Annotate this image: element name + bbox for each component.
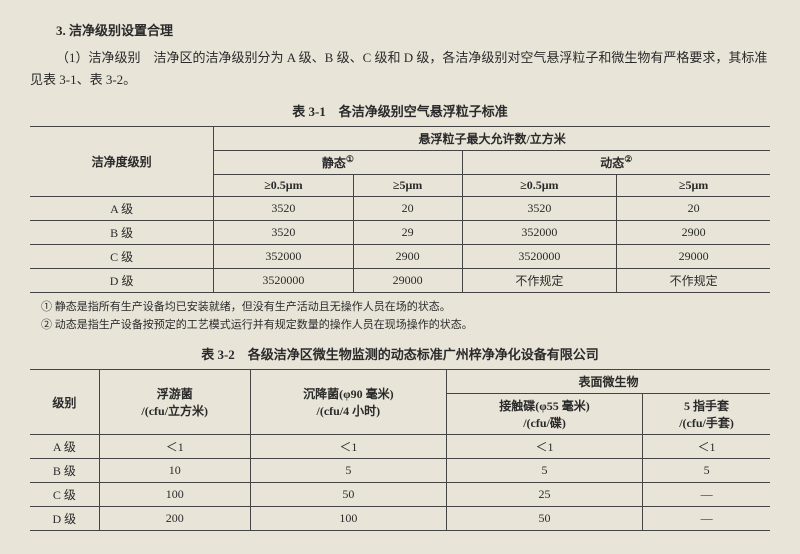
cell: 3520000: [462, 245, 617, 269]
paragraph-1: （1）洁净级别 洁净区的洁净级别分为 A 级、B 级、C 级和 D 级，各洁净级…: [30, 47, 770, 91]
t1-sub-5a: ≥5μm: [353, 175, 462, 197]
cell: 3520: [462, 197, 617, 221]
t1-sub-5b: ≥5μm: [617, 175, 770, 197]
note-2: ② 动态是指生产设备按预定的工艺模式运行并有规定数量的操作人员在现场操作的状态。: [30, 317, 770, 335]
cell: 352000: [462, 221, 617, 245]
table-row: A 级＜1＜1＜1＜1: [30, 435, 770, 459]
table-1: 洁净度级别 悬浮粒子最大允许数/立方米 静态① 动态② ≥0.5μm ≥5μm …: [30, 126, 770, 293]
cell: 不作规定: [617, 269, 770, 293]
table-row: B 级3520293520002900: [30, 221, 770, 245]
sup-2: ②: [624, 154, 632, 164]
cell: ＜1: [99, 435, 250, 459]
cell: 3520000: [214, 269, 353, 293]
cell: 5: [250, 459, 446, 483]
t1-header-static: 静态①: [214, 151, 462, 175]
cell: ＜1: [250, 435, 446, 459]
t1-static-label: 静态: [322, 156, 346, 170]
t2-col-level: 级别: [30, 370, 99, 435]
cell-level: A 级: [30, 197, 214, 221]
cell-level: D 级: [30, 269, 214, 293]
cell: 10: [99, 459, 250, 483]
section-heading: 3. 洁净级别设置合理: [30, 20, 770, 39]
cell: 100: [250, 507, 446, 531]
cell: 20: [617, 197, 770, 221]
t1-header-top: 悬浮粒子最大允许数/立方米: [214, 127, 770, 151]
table-row: A 级352020352020: [30, 197, 770, 221]
cell: 3520: [214, 197, 353, 221]
cell: 29: [353, 221, 462, 245]
cell: 5: [643, 459, 770, 483]
cell: 50: [250, 483, 446, 507]
cell: 5: [446, 459, 642, 483]
cell: 2900: [353, 245, 462, 269]
table-row: D 级352000029000不作规定不作规定: [30, 269, 770, 293]
cell-level: B 级: [30, 459, 99, 483]
t2-col-settle: 沉降菌(φ90 毫米)/(cfu/4 小时): [250, 370, 446, 435]
cell-level: B 级: [30, 221, 214, 245]
cell: —: [643, 483, 770, 507]
cell-level: C 级: [30, 245, 214, 269]
t2-col-glove: 5 指手套/(cfu/手套): [643, 394, 770, 435]
t1-sub-05a: ≥0.5μm: [214, 175, 353, 197]
table-row: D 级20010050—: [30, 507, 770, 531]
t2-col-float: 浮游菌/(cfu/立方米): [99, 370, 250, 435]
t1-col-level: 洁净度级别: [30, 127, 214, 197]
cell-level: C 级: [30, 483, 99, 507]
cell: —: [643, 507, 770, 531]
cell-level: D 级: [30, 507, 99, 531]
table-row: C 级3520002900352000029000: [30, 245, 770, 269]
cell-level: A 级: [30, 435, 99, 459]
t1-sub-05b: ≥0.5μm: [462, 175, 617, 197]
cell: 29000: [617, 245, 770, 269]
table-row: C 级1005025—: [30, 483, 770, 507]
t2-col-surface: 表面微生物: [446, 370, 770, 394]
table-row: B 级10555: [30, 459, 770, 483]
table1-title: 表 3-1 各洁净级别空气悬浮粒子标准: [30, 101, 770, 120]
t1-header-dynamic: 动态②: [462, 151, 770, 175]
cell: 不作规定: [462, 269, 617, 293]
note-1: ① 静态是指所有生产设备均已安装就绪，但没有生产活动且无操作人员在场的状态。: [30, 299, 770, 317]
cell: 200: [99, 507, 250, 531]
t2-col-contact: 接触碟(φ55 毫米)/(cfu/碟): [446, 394, 642, 435]
cell: 3520: [214, 221, 353, 245]
table-2: 级别 浮游菌/(cfu/立方米) 沉降菌(φ90 毫米)/(cfu/4 小时) …: [30, 369, 770, 531]
cell: 25: [446, 483, 642, 507]
cell: 2900: [617, 221, 770, 245]
cell: 50: [446, 507, 642, 531]
cell: ＜1: [643, 435, 770, 459]
cell: 352000: [214, 245, 353, 269]
table2-title: 表 3-2 各级洁净区微生物监测的动态标准广州梓净净化设备有限公司: [30, 344, 770, 363]
t1-dynamic-label: 动态: [600, 156, 624, 170]
cell: 100: [99, 483, 250, 507]
cell: 20: [353, 197, 462, 221]
sup-1: ①: [346, 154, 354, 164]
cell: 29000: [353, 269, 462, 293]
cell: ＜1: [446, 435, 642, 459]
